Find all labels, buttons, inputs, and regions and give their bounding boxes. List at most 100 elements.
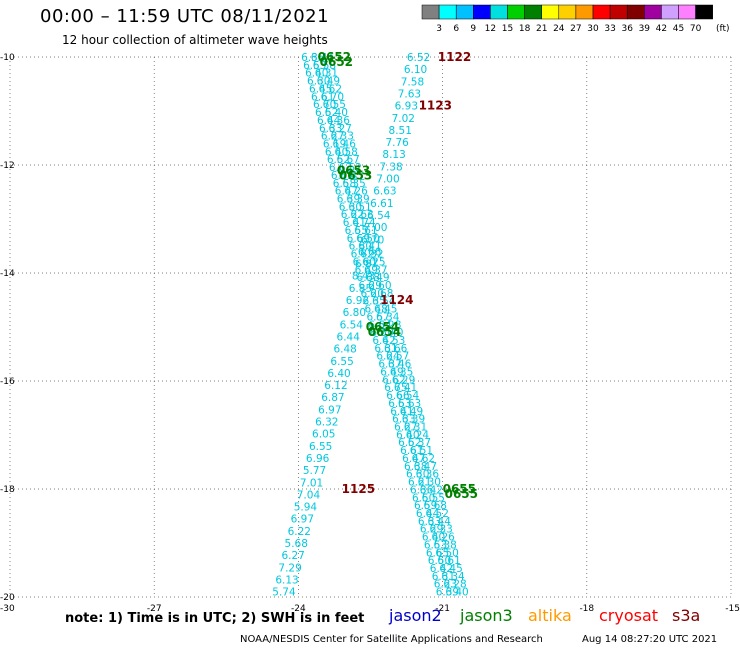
- wave-height-value: 6.30: [406, 469, 429, 481]
- wave-height-value: 6.65: [426, 547, 449, 559]
- wave-height-value: 6.53: [424, 539, 447, 551]
- wave-height-value: 6.68: [424, 500, 447, 512]
- wave-height-value: 6.68: [370, 288, 393, 300]
- wave-height-value: 6.63: [350, 209, 373, 221]
- wave-height-value: 6.58: [334, 146, 357, 158]
- wave-height-value: 6.45: [309, 83, 332, 95]
- pass-time-label-shadow: 0654: [368, 325, 401, 339]
- legend-altika: altika: [528, 606, 572, 625]
- wave-height-value: 6.39: [346, 194, 369, 206]
- wave-height-value: 6.26: [431, 532, 455, 544]
- colorbar-label: 36: [621, 24, 633, 34]
- wave-height-value: 6.24: [406, 429, 430, 441]
- wave-height-value: 6.97: [291, 514, 314, 526]
- wave-height-value: 6.27: [329, 123, 352, 135]
- x-tick-label: -30: [0, 604, 15, 614]
- wave-height-value: 6.22: [288, 526, 311, 538]
- track-jason3-b: 6.446.586.316.496.626.706.556.406.366.27…: [311, 52, 469, 599]
- wave-height-value: 6.63: [373, 186, 396, 198]
- pass-time-label: 1125: [342, 482, 375, 496]
- wave-height-value: 6.40: [325, 107, 348, 119]
- wave-height-value: 6.49: [366, 272, 389, 284]
- wave-height-value: 6.40: [396, 429, 419, 441]
- wave-height-value: 6.41: [390, 406, 413, 418]
- wave-height-value: 6.58: [333, 178, 356, 190]
- wave-height-value: 6.40: [380, 327, 403, 339]
- wave-height-value: 6.47: [414, 461, 437, 473]
- wave-height-value: 6.48: [364, 304, 387, 316]
- wave-height-value: 6.60: [368, 280, 391, 292]
- legend-s3a: s3a: [672, 606, 701, 625]
- wave-height-value: 6.44: [337, 331, 361, 343]
- colorbar-swatch: [695, 4, 713, 20]
- legend-jason3: jason3: [460, 606, 513, 625]
- wave-height-value: 6.36: [301, 52, 325, 64]
- wave-height-value: 6.57: [386, 351, 409, 363]
- wave-height-value: 6.27: [281, 550, 304, 562]
- footer-timestamp: Aug 14 08:27:20 UTC 2021: [582, 634, 718, 645]
- wave-height-value: 7.63: [398, 88, 421, 100]
- footnote: note: 1) Time is in UTC; 2) SWH is in fe…: [65, 611, 365, 626]
- wave-height-value: 6.55: [323, 99, 346, 111]
- wave-height-value: 8.13: [382, 149, 405, 161]
- colorbar-label: 15: [502, 24, 513, 34]
- chart-subtitle: 12 hour collection of altimeter wave hei…: [62, 33, 328, 47]
- colorbar-label: 18: [519, 24, 531, 34]
- wave-height-value: 7.00: [364, 222, 387, 234]
- track-s3a: 6.526.107.587.636.937.028.517.768.137.38…: [272, 52, 430, 599]
- footer-credit: NOAA/NESDIS Center for Satellite Applica…: [240, 634, 543, 645]
- wave-height-value: 6.10: [404, 64, 427, 76]
- wave-height-value: 6.42: [430, 563, 453, 575]
- wave-height-value: 6.45: [374, 304, 397, 316]
- wave-height-value: 6.62: [412, 453, 435, 465]
- wave-height-value: 6.31: [315, 68, 338, 80]
- wave-height-value: 6.38: [404, 461, 427, 473]
- wave-height-value: 6.33: [429, 524, 452, 536]
- wave-height-value: 6.54: [340, 319, 364, 331]
- wave-height-value: 6.37: [378, 359, 401, 371]
- wave-height-value: 6.75: [384, 382, 407, 394]
- wave-height-value: 6.50: [428, 555, 451, 567]
- wave-height-value: 6.49: [380, 366, 403, 378]
- wave-height-value: 6.41: [358, 241, 381, 253]
- wave-height-value: 6.38: [433, 539, 456, 551]
- chart-title: 00:00 – 11:59 UTC 08/11/2021: [40, 6, 330, 27]
- wave-height-value: 6.05: [312, 429, 335, 441]
- wave-height-value: 6.52: [315, 107, 338, 119]
- wave-height-value: 6.33: [392, 414, 415, 426]
- wave-height-value: 6.85: [349, 283, 372, 295]
- wave-height-value: 7.58: [401, 76, 424, 88]
- wave-height-value: 6.67: [336, 154, 359, 166]
- wave-height-value: 6.40: [305, 68, 328, 80]
- wave-height-value: 6.32: [360, 249, 383, 261]
- wave-height-value: 6.21: [408, 477, 431, 489]
- wave-height-value: 8.43: [352, 271, 375, 283]
- wave-height-value: 6.49: [317, 76, 340, 88]
- wave-height-value: 6.35: [390, 366, 413, 378]
- wave-height-value: 6.60: [353, 256, 376, 268]
- wave-height-value: 6.44: [317, 115, 341, 127]
- pass-time-label: 0655: [443, 482, 476, 496]
- wave-height-value: 6.48: [333, 344, 356, 356]
- wave-height-value: 6.55: [303, 60, 326, 72]
- wave-height-value: 6.20: [361, 288, 384, 300]
- wave-height-value: 6.63: [398, 398, 421, 410]
- colorbar-label: 39: [639, 24, 651, 34]
- wave-height-value: 6.51: [348, 201, 371, 213]
- wave-height-value: 7.38: [379, 161, 402, 173]
- wave-height-value: 6.35: [362, 296, 385, 308]
- wave-height-value: 6.50: [435, 547, 458, 559]
- wave-height-value: 6.62: [319, 83, 342, 95]
- pass-time-label: 0654: [366, 320, 399, 334]
- wave-height-value: 6.87: [321, 392, 344, 404]
- wave-height-value: 6.96: [306, 453, 330, 465]
- wave-height-value: 6.43: [340, 170, 363, 182]
- colorbar-label: 70: [690, 24, 702, 34]
- wave-height-value: 6.24: [376, 351, 400, 363]
- wave-height-value: 6.52: [338, 162, 361, 174]
- wave-height-value: 6.13: [275, 574, 298, 586]
- colorbar-label: 45: [673, 24, 684, 34]
- pass-time-label: 0653: [337, 163, 370, 177]
- wave-height-value: 7.01: [300, 477, 323, 489]
- wave-height-value: 6.30: [339, 201, 362, 213]
